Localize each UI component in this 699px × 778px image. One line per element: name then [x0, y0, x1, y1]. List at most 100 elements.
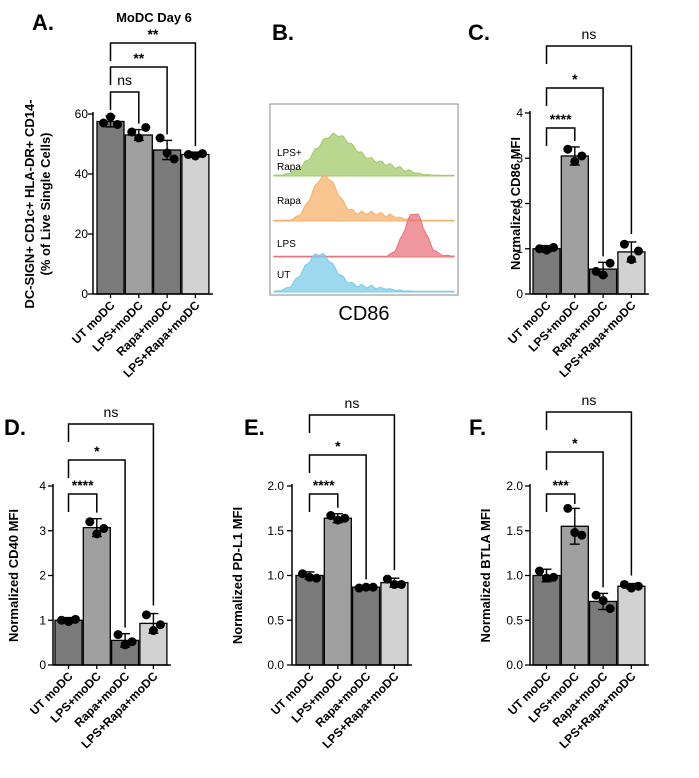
- significance-bracket: [308, 414, 396, 571]
- y-tick-label: 0.0: [267, 658, 284, 672]
- y-axis-title: Normalized PD-L1 MFI: [230, 507, 245, 644]
- histogram-rapa: [273, 174, 455, 222]
- data-point: [134, 133, 144, 143]
- data-point: [183, 150, 193, 159]
- data-point: [162, 148, 172, 158]
- chart-title: MoDC Day 6: [116, 10, 192, 25]
- histogram-ut: [273, 252, 455, 293]
- data-point: [570, 156, 580, 166]
- significance-label: ****: [72, 477, 94, 493]
- data-point: [591, 590, 601, 600]
- data-point: [382, 574, 392, 584]
- histogram-lps-rapa: [273, 132, 455, 177]
- bar-3: [152, 149, 182, 295]
- significance-bracket: [545, 451, 604, 588]
- y-tick-label: 0.5: [267, 613, 284, 627]
- data-point: [633, 246, 643, 256]
- y-axis-title: DC-SIGN+ CD1c+ HLA-DR+ CD14-: [22, 99, 37, 308]
- data-point: [549, 572, 558, 582]
- data-point: [113, 120, 122, 129]
- data-point: [99, 524, 109, 534]
- bar-2: [124, 134, 153, 295]
- data-point: [85, 517, 95, 527]
- data-point: [340, 513, 350, 523]
- data-point: [113, 630, 123, 640]
- data-point: [141, 610, 151, 620]
- data-point: [141, 123, 151, 132]
- y-tick-label: 0.0: [506, 658, 523, 672]
- panel-label: F.: [469, 415, 486, 440]
- data-point: [333, 515, 343, 525]
- data-point: [155, 133, 165, 143]
- significance-bracket: [67, 423, 155, 606]
- data-point: [298, 569, 307, 579]
- significance-label: *: [572, 435, 578, 451]
- data-point: [197, 149, 207, 159]
- data-point: [605, 258, 615, 268]
- significance-label: ns: [117, 72, 132, 88]
- significance-label: ns: [582, 392, 597, 408]
- significance-bracket: [545, 411, 633, 576]
- data-point: [190, 151, 200, 161]
- panel-label: C.: [468, 20, 490, 45]
- y-tick-label: 2.0: [267, 479, 284, 493]
- data-point: [120, 640, 130, 650]
- significance-bracket: [67, 493, 98, 513]
- significance-label: ****: [313, 477, 335, 493]
- data-point: [99, 118, 108, 128]
- y-tick-label: 1.5: [506, 524, 523, 538]
- panel-f: F.0.00.51.01.52.0UT moDCLPS+moDCRapa+moD…: [469, 392, 649, 751]
- data-point: [535, 566, 544, 576]
- y-tick-label: 1.0: [267, 569, 284, 583]
- significance-bracket: [308, 454, 367, 580]
- y-tick-label: 4: [39, 479, 46, 493]
- y-tick-label: 60: [75, 107, 89, 121]
- data-point: [535, 244, 544, 254]
- significance-label: *: [94, 443, 100, 459]
- data-point: [598, 596, 608, 606]
- data-point: [626, 583, 636, 593]
- data-point: [577, 530, 587, 540]
- bar-1: [295, 574, 324, 666]
- data-point: [598, 270, 608, 280]
- histogram-row-label: LPS+: [277, 148, 302, 159]
- significance-label: ***: [552, 477, 569, 493]
- y-axis-subtitle: (% of Live Single Cells): [38, 132, 53, 275]
- histogram-row-label: UT: [277, 270, 290, 281]
- histogram-frame: [269, 103, 459, 296]
- data-point: [71, 614, 80, 624]
- y-tick-label: 2.0: [506, 479, 523, 493]
- histogram-row-label: LPS: [277, 239, 296, 250]
- significance-bracket: [545, 127, 576, 146]
- x-axis-title: CD86: [338, 303, 389, 325]
- y-tick-label: 2: [516, 197, 523, 211]
- y-tick-label: 4: [516, 106, 523, 120]
- histogram-row-label: Rapa: [277, 162, 301, 173]
- significance-label: ns: [104, 404, 119, 420]
- data-point: [92, 529, 102, 539]
- bar-4: [181, 153, 210, 295]
- data-point: [626, 255, 636, 265]
- significance-bracket: [545, 87, 604, 257]
- data-point: [591, 266, 601, 276]
- data-point: [106, 112, 115, 122]
- histogram-row-label: Rapa: [277, 196, 301, 207]
- data-point: [542, 245, 551, 255]
- y-tick-label: 1: [39, 613, 46, 627]
- data-point: [169, 154, 179, 164]
- y-tick-label: 0: [39, 658, 46, 672]
- data-point: [605, 604, 615, 614]
- bar-1: [532, 574, 561, 666]
- significance-bracket: [109, 66, 168, 135]
- data-point: [127, 637, 137, 647]
- significance-bracket: [67, 459, 126, 628]
- data-point: [577, 151, 587, 161]
- histogram-lps: [273, 213, 455, 258]
- data-point: [368, 582, 378, 592]
- data-point: [148, 626, 158, 636]
- y-tick-label: 40: [75, 167, 89, 181]
